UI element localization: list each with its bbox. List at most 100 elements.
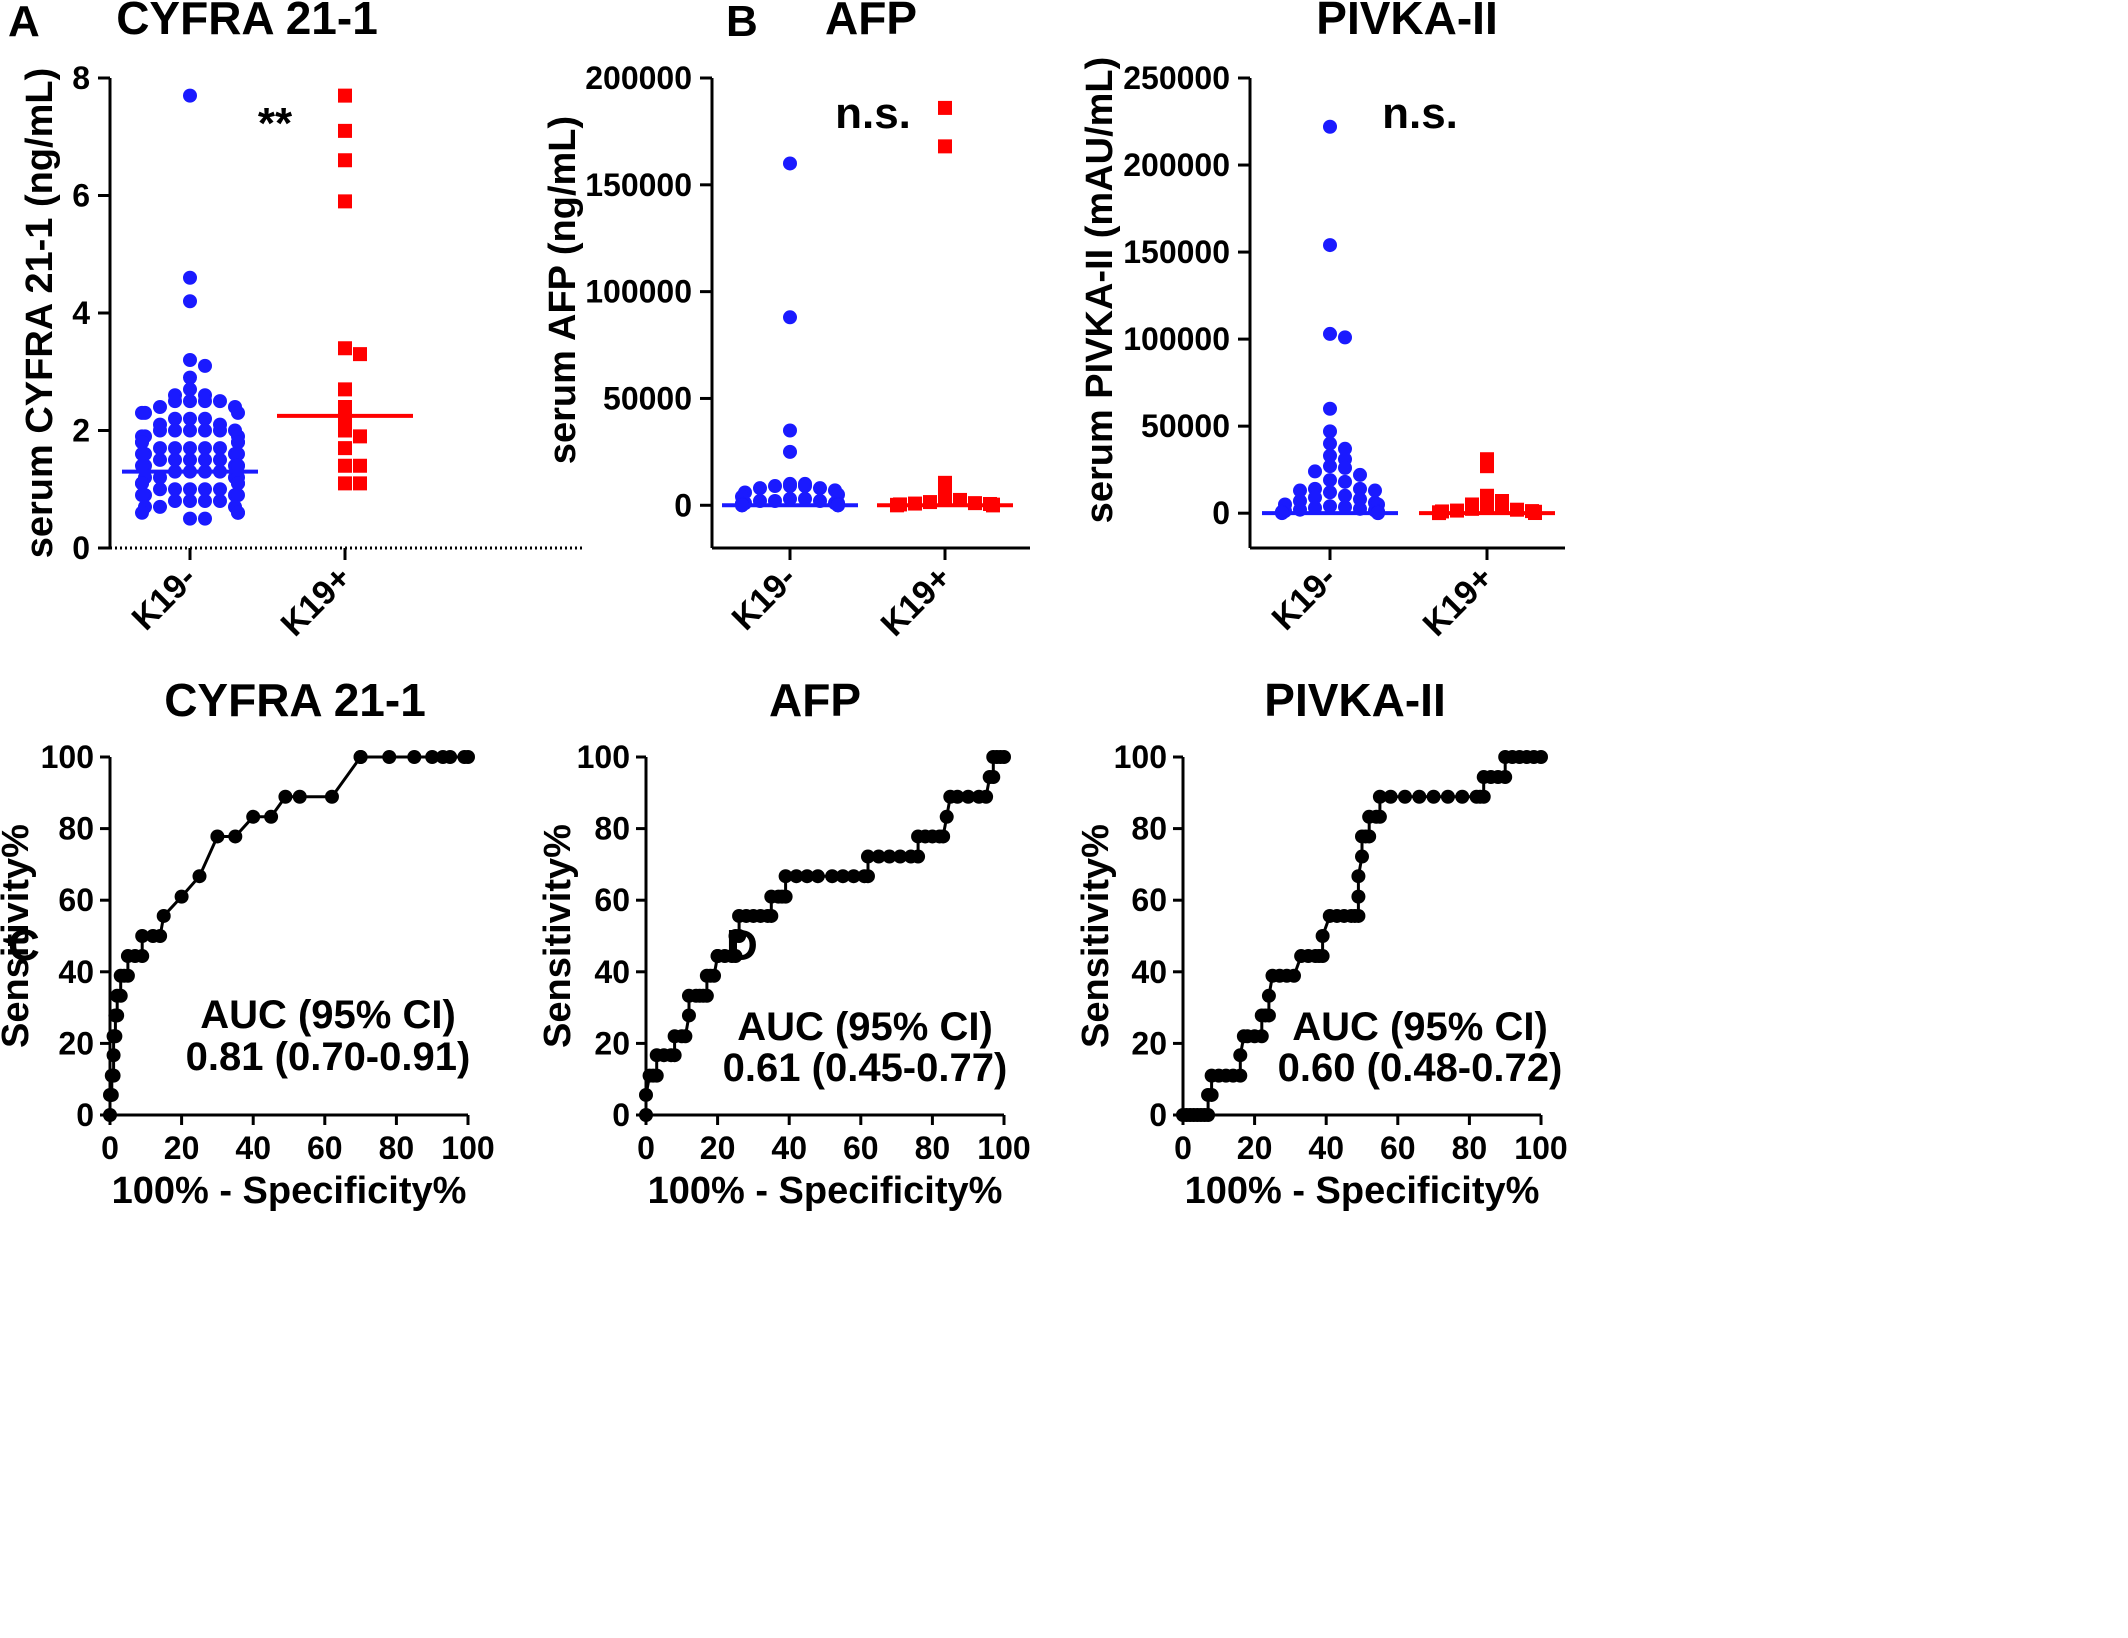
data-point-K19- [153,470,167,485]
data-point-K19+ [353,458,367,473]
roc-point [324,789,339,804]
roc-point [667,1048,682,1063]
y-tick-label: 20 [594,1025,630,1061]
data-point-K19- [231,505,245,520]
y-axis-label: Sensitivity% [1075,824,1117,1048]
x-category-label: K19- [125,559,204,638]
y-tick-label: 150000 [585,167,692,203]
y-tick-label: 80 [58,811,94,847]
y-tick-label: 0 [1149,1097,1167,1133]
roc-point [911,849,926,864]
roc-point [707,968,722,983]
data-point-K19- [198,423,212,438]
roc-point [1362,829,1377,844]
y-tick-label: 4 [72,295,90,331]
data-point-K19- [168,452,182,467]
data-point-K19- [198,494,212,508]
data-point-K19- [783,310,797,325]
data-point-K19- [231,405,245,420]
roc-point [1534,750,1548,764]
roc-chart-afp: AFP Sensitivity% 100% - Specificity% 0 20 40 6… [537,674,1031,1212]
data-point-K19- [183,452,197,467]
roc-point [789,869,804,884]
data-point-K19- [1353,481,1367,496]
data-point-K19- [168,494,182,508]
data-point-K19- [1338,488,1352,503]
roc-point [1351,889,1366,904]
x-axis-label: 100% - Specificity% [112,1170,467,1212]
data-point-K19+ [1480,499,1494,514]
y-tick-label: 40 [1131,954,1167,990]
data-point-K19- [783,156,797,171]
data-point-K19+ [353,429,367,444]
y-axis-label: serum AFP (ng/mL) [542,116,584,464]
y-tick-label: 200000 [585,60,692,96]
data-point-K19+ [968,496,982,511]
roc-point [649,1068,664,1083]
roc-point [108,1029,123,1044]
roc-point [1498,770,1513,785]
panel-letter-a: A [8,0,40,46]
roc-point [728,949,743,964]
data-point-K19+ [1450,503,1464,518]
data-point-K19- [798,491,812,506]
roc-point [1233,1068,1248,1083]
data-point-K19- [1353,467,1367,482]
chart-title: CYFRA 21-1 [164,674,426,726]
data-point-K19- [213,494,227,508]
data-point-K19- [183,353,197,367]
data-point-K19- [135,488,149,503]
data-point-K19- [783,479,797,494]
data-point-K19- [135,435,149,450]
auc-value: 0.60 (0.48-0.72) [1278,1046,1563,1090]
data-point-K19+ [938,100,952,115]
auc-label: AUC (95% CI) [200,993,456,1037]
data-point-K19- [153,400,167,414]
roc-point [1286,968,1301,983]
data-point-K19- [183,394,197,409]
data-point-K19- [813,481,827,496]
x-tick-label: 40 [1308,1130,1344,1166]
data-point-K19+ [338,400,352,414]
data-point-K19+ [338,123,352,138]
roc-point [443,750,458,764]
data-point-K19- [1338,500,1352,515]
data-point-K19- [183,88,197,103]
x-tick-label: 80 [915,1130,951,1166]
data-point-K19- [153,441,167,456]
roc-point [860,869,875,884]
roc-point [1397,789,1412,804]
data-point-K19+ [338,476,352,491]
y-tick-label: 100 [577,739,630,775]
x-tick-label: 100 [977,1130,1030,1166]
roc-point [1351,908,1366,923]
roc-point [135,949,150,964]
data-point-K19- [783,444,797,459]
y-tick-label: 250000 [1123,60,1230,96]
roc-point [936,829,951,844]
y-tick-label: 80 [594,811,630,847]
data-point-K19- [153,499,167,514]
y-tick-label: 60 [58,882,94,918]
roc-point [1476,789,1491,804]
chart-title: PIVKA-II [1264,674,1445,726]
roc-point [1204,1087,1219,1102]
roc-point [1315,949,1330,964]
roc-point [104,1087,119,1102]
data-point-K19- [135,505,149,520]
chart-title: AFP [769,674,861,726]
x-tick-label: 80 [379,1130,415,1166]
roc-point [210,829,225,844]
roc-point [764,908,779,923]
roc-point [986,770,1001,785]
x-category-label: K19- [1265,559,1344,638]
data-point-K19- [135,405,149,420]
x-category-label: K19- [725,559,804,638]
data-point-K19- [1323,424,1337,439]
y-tick-label: 50000 [1141,408,1230,444]
roc-point [1455,789,1470,804]
roc-point [174,889,189,904]
roc-point [778,889,793,904]
y-axis-label: Sensitivity% [0,824,37,1048]
data-point-K19- [168,482,182,497]
